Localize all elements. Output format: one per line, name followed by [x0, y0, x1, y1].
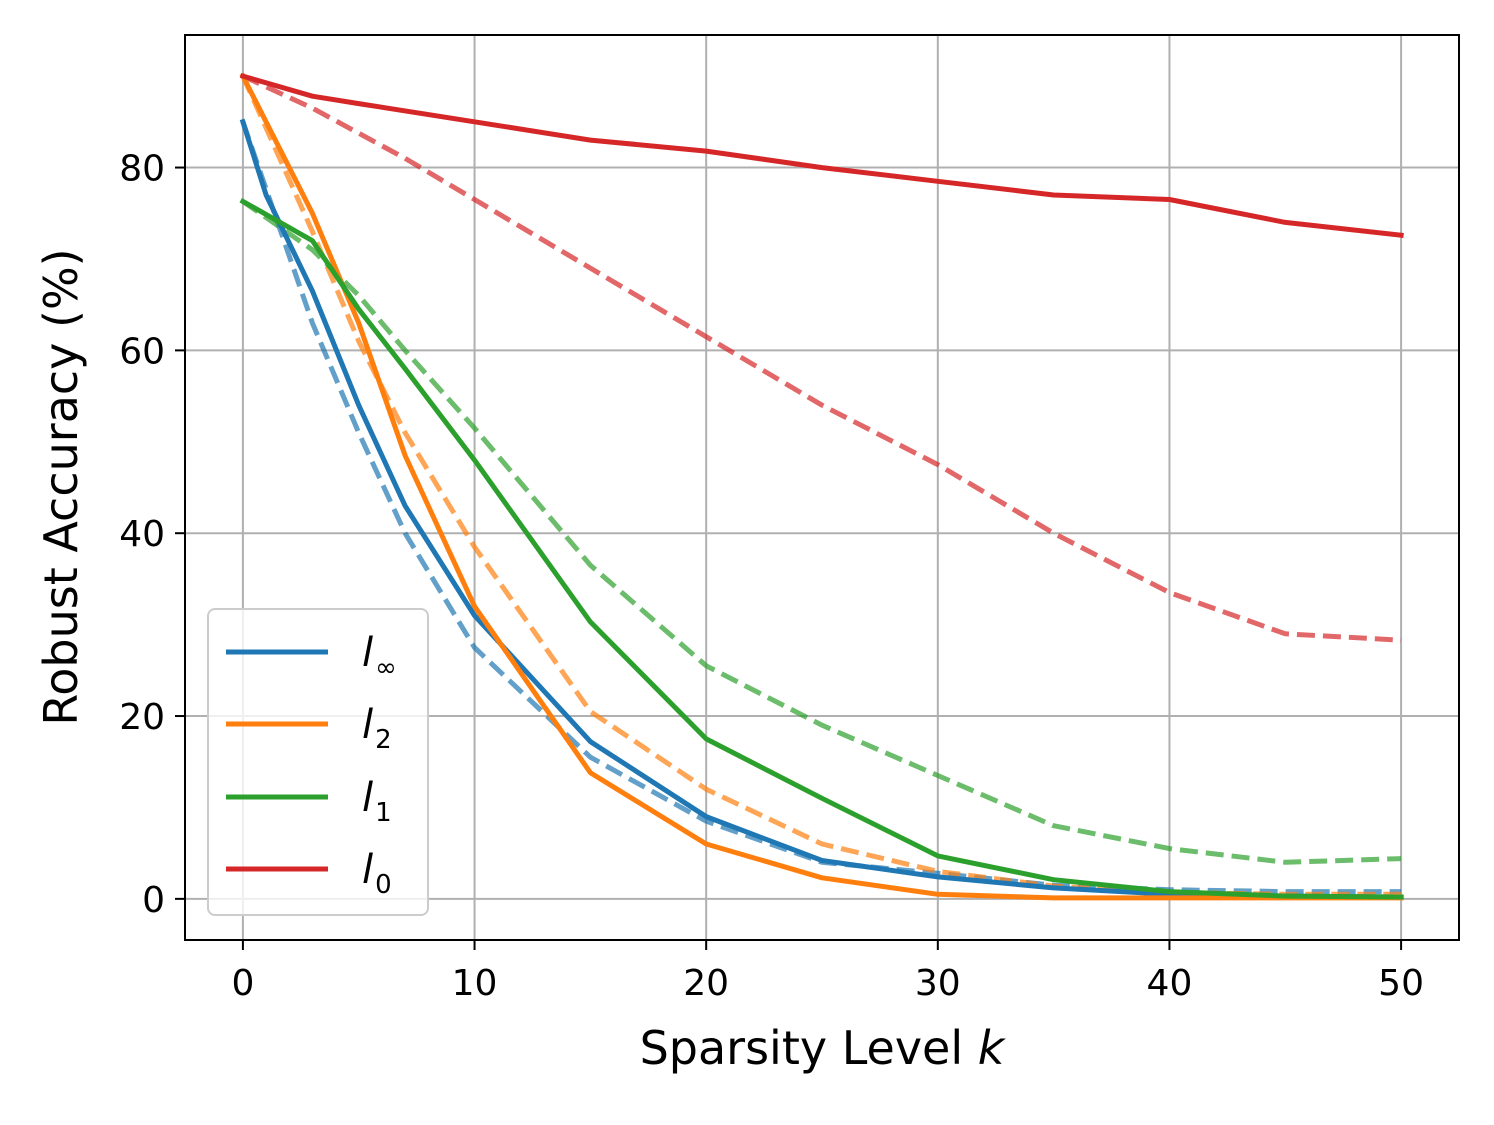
series-line-dashed-7 [241, 73, 1402, 643]
legend-item: l∞ [226, 630, 397, 683]
y-tick-label: 20 [119, 697, 165, 738]
legend-symbol: l [362, 630, 373, 676]
x-tick-label: 10 [452, 963, 498, 1004]
series-line-linf [239, 118, 1404, 900]
legend-label: l2 [362, 702, 392, 755]
series-line-l0 [239, 73, 1404, 238]
legend-subscript: 0 [375, 870, 392, 900]
legend-label: l0 [362, 847, 392, 900]
legend-item: l0 [226, 847, 392, 900]
legend-symbol: l [362, 702, 373, 748]
series-lines [239, 72, 1404, 901]
series-line-dashed-5 [240, 75, 1402, 897]
y-tick-label: 80 [119, 149, 165, 190]
series-line-l1 [239, 197, 1404, 900]
legend-symbol: l [362, 847, 373, 893]
legend-label: l∞ [362, 630, 397, 683]
x-tick-label: 30 [915, 963, 961, 1004]
x-tick-label: 0 [231, 963, 254, 1004]
series-line-dashed-6 [241, 199, 1402, 865]
legend-symbol: l [362, 775, 373, 821]
y-tick-label: 60 [119, 331, 165, 372]
x-tick-label: 40 [1147, 963, 1193, 1004]
plot-frame [184, 34, 1460, 941]
y-tick-label: 0 [142, 880, 165, 921]
legend-subscript: 2 [375, 725, 392, 755]
legend-subscript: ∞ [375, 653, 397, 683]
x-tick-label: 50 [1378, 963, 1424, 1004]
legend-subscript: 1 [375, 798, 392, 828]
legend-item: l1 [226, 775, 392, 828]
x-axis-label-text: Sparsity Level [640, 1021, 964, 1075]
x-tick-label: 20 [683, 963, 729, 1004]
legend-label: l1 [362, 775, 392, 828]
x-axis-label-variable: k [978, 1021, 1007, 1075]
x-axis-label: Sparsity Level k [640, 1021, 1007, 1075]
series-line-l2 [239, 72, 1404, 901]
legend-box [207, 608, 429, 916]
legend-item: l2 [226, 702, 392, 755]
y-axis-label: Robust Accuracy (%) [34, 248, 88, 725]
y-tick-label: 40 [119, 514, 165, 555]
